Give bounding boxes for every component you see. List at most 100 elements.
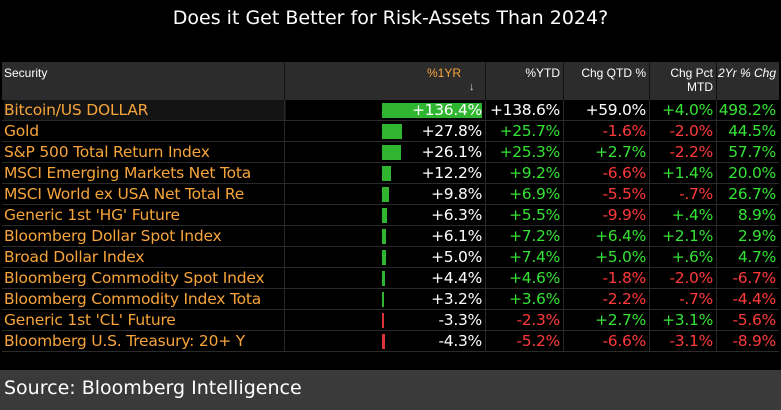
security-name: Bloomberg Commodity Spot Index: [4, 269, 265, 287]
row-divider: [2, 141, 779, 142]
cell-yr2: 2.9%: [737, 227, 776, 245]
positive-bar: [382, 208, 387, 223]
col-mtd-header[interactable]: Chg Pct MTD: [650, 62, 716, 100]
row-divider: [2, 351, 779, 352]
col-2yr-header[interactable]: 2Yr % Chg: [717, 66, 776, 80]
cell-yr1: +136.4%: [412, 101, 482, 119]
positive-bar: [382, 145, 401, 160]
cell-qtd: -5.5%: [602, 185, 647, 203]
cell-mtd: +2.1%: [662, 227, 713, 245]
security-name: Bloomberg Commodity Index Tota: [4, 290, 262, 308]
cell-qtd: -6.6%: [602, 164, 647, 182]
row-divider: [2, 120, 779, 121]
column-divider: [485, 100, 486, 352]
row-divider: [2, 204, 779, 205]
row-divider: [2, 288, 779, 289]
cell-ytd: +7.4%: [509, 248, 560, 266]
sort-down-icon[interactable]: ↓: [469, 81, 475, 93]
positive-bar: [382, 166, 391, 181]
table-row[interactable]: Generic 1st 'CL' Future -3.3% -2.3% +2.7% +3…: [2, 310, 779, 330]
cell-mtd: -2.2%: [669, 143, 714, 161]
cell-ytd: +3.6%: [509, 290, 560, 308]
securities-table: Security %1YR ↓ %YTD Chg QTD % Chg Pct M…: [2, 62, 779, 352]
cell-mtd: +1.4%: [662, 164, 713, 182]
cell-yr2: 20.0%: [728, 164, 776, 182]
security-name: Bloomberg Dollar Spot Index: [4, 227, 222, 245]
table-row[interactable]: Bloomberg Commodity Index Tota +3.2% +3.6%…: [2, 289, 779, 309]
table-row[interactable]: Broad Dollar Index +5.0% +7.4% +5.0% +.6% 4.7…: [2, 247, 779, 267]
cell-mtd: +3.1%: [662, 311, 713, 329]
positive-bar: [382, 271, 385, 286]
cell-yr1: +26.1%: [421, 143, 483, 161]
cell-yr1: +3.2%: [431, 290, 482, 308]
negative-bar: [382, 334, 385, 349]
cell-mtd: -.7%: [679, 290, 713, 308]
cell-yr1: +12.2%: [421, 164, 483, 182]
cell-qtd: +6.4%: [595, 227, 646, 245]
page-title: Does it Get Better for Risk-Assets Than …: [172, 7, 609, 29]
cell-yr1: +6.1%: [431, 227, 482, 245]
table-row[interactable]: Bitcoin/US DOLLAR +136.4% +138.6% +59.0% +4.…: [2, 100, 779, 120]
cell-ytd: +4.6%: [509, 269, 560, 287]
cell-yr1: -3.3%: [438, 311, 483, 329]
table-row[interactable]: Bloomberg Dollar Spot Index +6.1% +7.2% +6.…: [2, 226, 779, 246]
cell-yr1: -4.3%: [438, 332, 483, 350]
security-name: S&P 500 Total Return Index: [4, 143, 210, 161]
table-row[interactable]: Generic 1st 'HG' Future +6.3% +5.5% -9.9% +.…: [2, 205, 779, 225]
cell-yr2: 498.2%: [718, 101, 777, 119]
col-qtd-header[interactable]: Chg QTD %: [581, 66, 646, 80]
cell-yr1: +6.3%: [431, 206, 482, 224]
row-divider: [2, 162, 779, 163]
table-row[interactable]: MSCI Emerging Markets Net Tota +12.2% +9.2…: [2, 163, 779, 183]
cell-qtd: +5.0%: [595, 248, 646, 266]
table-row[interactable]: Gold +27.8% +25.7% -1.6% -2.0% 44.5%: [2, 121, 779, 141]
security-name: Bloomberg U.S. Treasury: 20+ Y: [4, 332, 246, 350]
cell-mtd: -3.1%: [669, 332, 714, 350]
cell-yr2: 4.7%: [737, 248, 776, 266]
cell-qtd: +2.7%: [595, 311, 646, 329]
positive-bar: [382, 187, 389, 202]
positive-bar: [382, 103, 482, 118]
cell-yr2: -8.9%: [732, 332, 777, 350]
table-header: Security %1YR ↓ %YTD Chg QTD % Chg Pct M…: [2, 62, 779, 100]
cell-yr1: +4.4%: [431, 269, 482, 287]
table-row[interactable]: MSCI World ex USA Net Total Re +9.8% +6.9%…: [2, 184, 779, 204]
column-divider: [716, 100, 717, 352]
cell-yr2: -4.4%: [732, 290, 777, 308]
security-name: MSCI Emerging Markets Net Tota: [4, 164, 252, 182]
cell-qtd: -9.9%: [602, 206, 647, 224]
table-row[interactable]: S&P 500 Total Return Index +26.1% +25.3% +2…: [2, 142, 779, 162]
cell-mtd: -.7%: [679, 185, 713, 203]
cell-ytd: +5.5%: [509, 206, 560, 224]
row-divider: [2, 246, 779, 247]
cell-qtd: -6.6%: [602, 332, 647, 350]
cell-mtd: +4.0%: [662, 101, 713, 119]
cell-mtd: +.6%: [671, 248, 714, 266]
row-divider: [2, 225, 779, 226]
cell-yr2: 44.5%: [728, 122, 776, 140]
cell-yr2: -6.7%: [732, 269, 777, 287]
cell-qtd: -2.2%: [602, 290, 647, 308]
row-divider: [2, 330, 779, 331]
cell-qtd: -1.6%: [602, 122, 647, 140]
cell-ytd: -5.2%: [516, 332, 561, 350]
col-ytd-header[interactable]: %YTD: [525, 66, 560, 80]
col-1yr-header[interactable]: %1YR: [426, 66, 461, 80]
table-row[interactable]: Bloomberg U.S. Treasury: 20+ Y -4.3% -5.2%…: [2, 331, 779, 351]
col-mtd-header-line1: Chg Pct: [670, 66, 713, 80]
column-divider: [284, 100, 285, 352]
cell-yr2: 57.7%: [728, 143, 776, 161]
cell-yr2: -5.6%: [732, 311, 777, 329]
security-name: Generic 1st 'HG' Future: [4, 206, 180, 224]
table-row[interactable]: Bloomberg Commodity Spot Index +4.4% +4.6%…: [2, 268, 779, 288]
col-security-header[interactable]: Security: [4, 66, 48, 80]
positive-bar: [382, 292, 384, 307]
header-divider: [284, 62, 285, 100]
selected-row-highlight: [4, 100, 286, 120]
cell-mtd: +.4%: [671, 206, 714, 224]
positive-bar: [382, 229, 386, 244]
security-name: MSCI World ex USA Net Total Re: [4, 185, 245, 203]
security-name: Gold: [4, 122, 39, 140]
cell-qtd: +2.7%: [595, 143, 646, 161]
row-divider: [2, 267, 779, 268]
